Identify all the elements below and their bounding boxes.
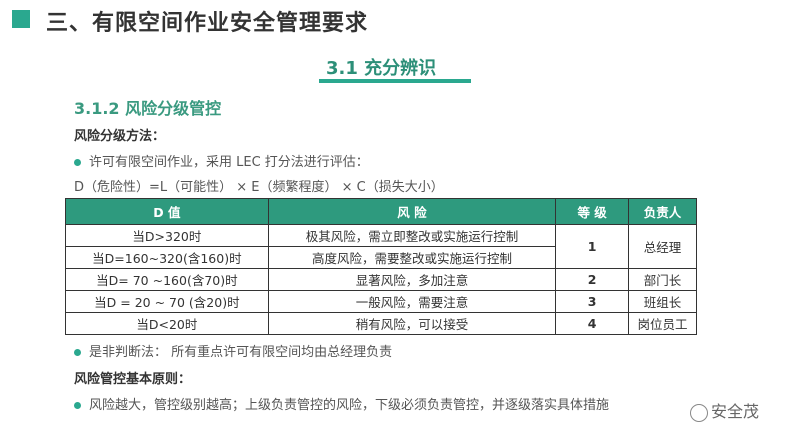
cell-risk: 极其风险，需立即整改或实施运行控制	[267, 224, 557, 247]
risk-table: D 值 风 险 等 级 负责人 当D>320时 极其风险，需立即整改或实施运行控…	[65, 198, 697, 335]
page-title: 三、有限空间作业安全管理要求	[46, 11, 369, 36]
wechat-icon	[690, 403, 708, 422]
cell-risk: 显著风险，多加注意	[267, 268, 557, 291]
method-bullet: 许可有限空间作业，采用 LEC 打分法进行评估：	[74, 151, 369, 170]
principle-text: 风险越大，管控级别越高；上级负责管控的风险，下级必须负责管控，并逐级落实具体措施	[89, 398, 610, 413]
cell-d: 当D<20时	[65, 312, 269, 335]
principle-heading: 风险管控基本原则：	[74, 372, 192, 387]
cell-owner: 岗位员工	[628, 312, 697, 335]
cell-d: 当D=160~320(含160)时	[65, 246, 269, 269]
cell-level: 4	[555, 312, 630, 335]
cell-d: 当D= 70 ~160(含70)时	[65, 268, 269, 291]
judgement-bullet: 是非判断法： 所有重点许可有限空间均由总经理负责	[74, 341, 392, 360]
table-row: 当D>320时 极其风险，需立即整改或实施运行控制 1 总经理	[65, 224, 697, 269]
section-underline	[319, 79, 471, 83]
table-row: 当D = 20 ~ 70 (含20)时 一般风险，需要注意 3 班组长	[65, 290, 697, 313]
header-owner: 负责人	[628, 198, 697, 225]
judgement-text: 是非判断法： 所有重点许可有限空间均由总经理负责	[89, 345, 393, 360]
bullet-icon	[74, 349, 81, 356]
cell-owner: 班组长	[628, 290, 697, 313]
method-bullet-text: 许可有限空间作业，采用 LEC 打分法进行评估：	[89, 155, 369, 170]
bullet-icon	[74, 159, 81, 166]
cell-risk: 高度风险，需要整改或实施运行控制	[267, 246, 557, 269]
method-heading: 风险分级方法：	[74, 129, 166, 144]
cell-risk: 稍有风险，可以接受	[267, 312, 557, 335]
cell-owner: 总经理	[628, 224, 697, 269]
watermark: 安全茂	[690, 398, 760, 422]
principle-bullet: 风险越大，管控级别越高；上级负责管控的风险，下级必须负责管控，并逐级落实具体措施	[74, 394, 609, 413]
title-square-icon	[12, 10, 30, 28]
header-d: D 值	[65, 198, 269, 225]
table-row: 当D<20时 稍有风险，可以接受 4 岗位员工	[65, 312, 697, 335]
subsection-heading: 3.1.2 风险分级管控	[74, 99, 222, 118]
header-level: 等 级	[555, 198, 630, 225]
cell-level: 1	[555, 224, 630, 269]
watermark-text: 安全茂	[711, 402, 760, 421]
cell-owner: 部门长	[628, 268, 697, 291]
cell-risk: 一般风险，需要注意	[267, 290, 557, 313]
cell-d: 当D = 20 ~ 70 (含20)时	[65, 290, 269, 313]
table-header-row: D 值 风 险 等 级 负责人	[65, 198, 697, 225]
cell-level: 2	[555, 268, 630, 291]
table-row: 当D= 70 ~160(含70)时 显著风险，多加注意 2 部门长	[65, 268, 697, 291]
section-heading: 3.1 充分辨识	[326, 58, 437, 79]
bullet-icon	[74, 402, 81, 409]
cell-level: 3	[555, 290, 630, 313]
header-risk: 风 险	[267, 198, 557, 225]
cell-d: 当D>320时	[65, 224, 269, 247]
formula: D（危险性）=L（可能性） × E（频繁程度） × C（损失大小）	[74, 180, 444, 195]
